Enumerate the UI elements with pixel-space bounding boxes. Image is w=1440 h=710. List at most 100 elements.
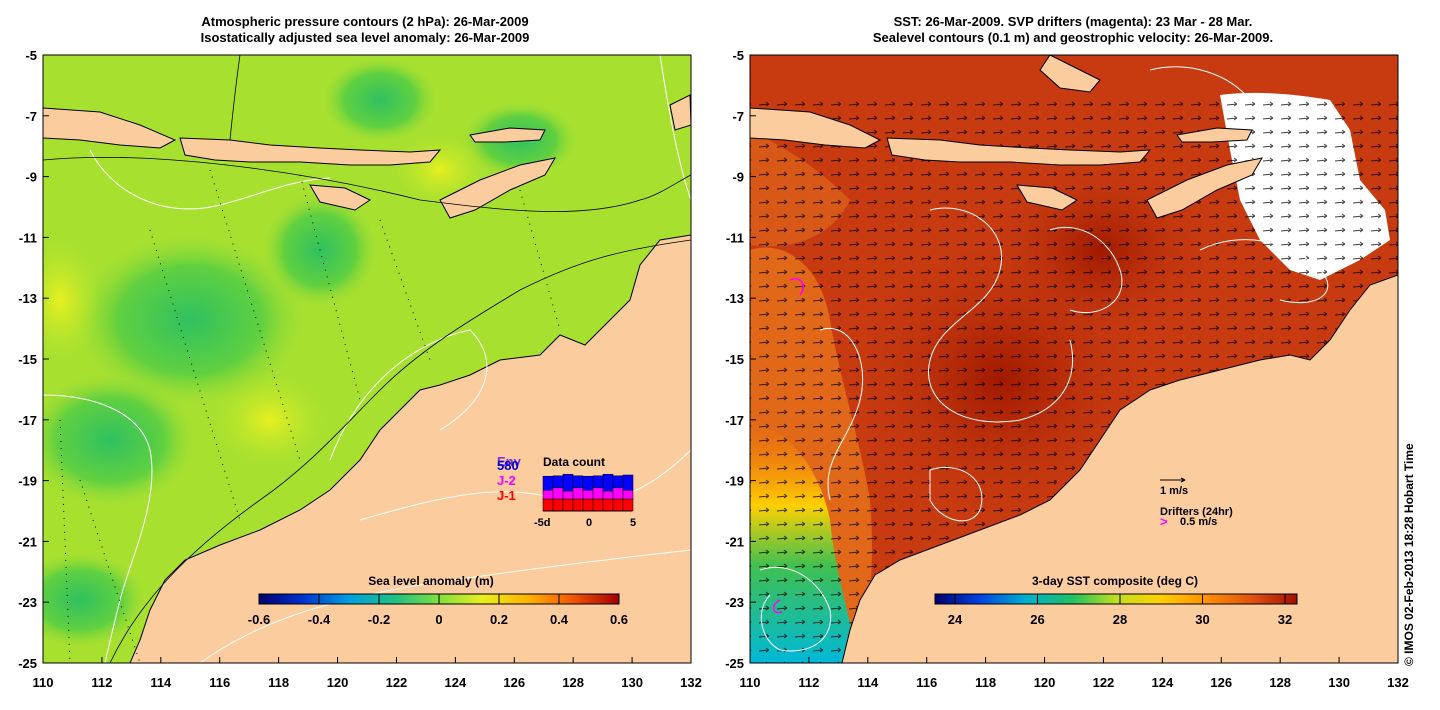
land-java-right — [750, 107, 882, 149]
sst-colorbar-ticks: 24 26 28 30 32 — [948, 594, 1292, 627]
sla-colorbar-ticks: -0.6 -0.4 -0.2 0 0.2 0.4 0.6 — [248, 594, 628, 627]
pressure-contour — [329, 329, 488, 461]
data-count-bar-j2 — [542, 489, 554, 500]
bathymetry-contour — [109, 239, 691, 663]
left-panel-title: Atmospheric pressure contours (2 hPa): 2… — [40, 14, 690, 46]
sst-colorbar-tick-label: 24 — [948, 612, 963, 627]
land-sulawesi-right — [1039, 55, 1101, 93]
left-x-tick-label: 124 — [445, 675, 467, 690]
data-count-bar-j1 — [552, 498, 564, 512]
drifter-track — [772, 599, 783, 614]
right-title-line1: SST: 26-Mar-2009. SVP drifters (magenta)… — [893, 14, 1253, 29]
left-x-tick-label: 116 — [209, 675, 230, 690]
drifter-symbol: > — [1160, 514, 1168, 529]
right-x-tick-label: 114 — [857, 675, 879, 690]
sealevel-contour — [929, 466, 983, 522]
left-y-tick-label: -17 — [18, 413, 37, 428]
sealevel-contour — [1199, 239, 1329, 304]
data-count-bar-j1 — [622, 498, 634, 512]
sla-colorbar: Sea level anomaly (m) -0.6 -0.4 -0.2 0 0.2 0.… — [248, 574, 628, 627]
left-x-tick-label: 128 — [562, 675, 584, 690]
data-count-tick-mid: 0 — [586, 517, 592, 529]
right-y-tick-label: -17 — [725, 413, 744, 428]
right-y-tick-label: -7 — [732, 109, 744, 124]
data-count-bar-env — [552, 475, 564, 489]
vector-legend: 1 m/s Drifters (24hr) > 0.5 m/s — [1160, 477, 1233, 529]
land-sumba — [309, 184, 372, 211]
left-y-tick-label: -7 — [25, 109, 37, 124]
sealevel-contour — [1149, 66, 1251, 101]
data-count-bar-j1 — [582, 498, 594, 512]
left-y-tick-label: -19 — [18, 474, 37, 489]
right-map — [750, 55, 1398, 663]
right-y-tick-label: -11 — [726, 230, 744, 245]
left-x-tick-label: 112 — [91, 675, 112, 690]
legend-env: Env — [497, 454, 522, 469]
sla-colorbar-tick-label: 0.2 — [490, 612, 508, 627]
data-count-bars — [542, 473, 634, 512]
left-title-line2: Isostatically adjusted sea level anomaly… — [200, 30, 530, 45]
sla-low-anomaly — [320, 55, 440, 145]
right-x-tick-label: 118 — [975, 675, 996, 690]
vector-scale-arrowhead — [1180, 477, 1186, 483]
left-x-tick-label: 120 — [327, 675, 349, 690]
data-count-tick-end: 5 — [630, 517, 636, 529]
left-y-tick-label: -21 — [18, 534, 37, 549]
sla-low-anomaly — [43, 370, 200, 510]
right-x-tick-label: 126 — [1210, 675, 1232, 690]
land-flores-right — [886, 137, 1152, 166]
sealevel-contour — [759, 566, 832, 652]
left-x-tick-label: 114 — [150, 675, 172, 690]
sealevel-contour — [1049, 226, 1123, 314]
legend-j1: J-1 — [497, 488, 516, 503]
data-count-bar-j1 — [592, 498, 604, 512]
right-title-line2: Sealevel contours (0.1 m) and geostrophi… — [872, 30, 1274, 45]
land-java — [43, 107, 177, 149]
data-count-bar-env — [612, 475, 624, 489]
data-count-bar-j2 — [612, 487, 624, 500]
left-map — [43, 55, 691, 663]
sla-colorbar-tick-label: 0.6 — [610, 612, 628, 627]
sla-high-anomaly — [43, 240, 100, 360]
sla-colorbar-tick-label: 0.4 — [550, 612, 569, 627]
right-y-tick-label: -13 — [725, 291, 744, 306]
data-count-bar-j2 — [622, 489, 634, 500]
left-x-tick-label: 118 — [268, 675, 289, 690]
drifter-speed-label: 0.5 m/s — [1180, 516, 1217, 528]
sst-colorbar-tick-label: 28 — [1113, 612, 1127, 627]
land-alor-right — [1176, 127, 1253, 143]
bathymetry-contour — [43, 157, 691, 212]
data-count-bar-j1 — [612, 498, 624, 512]
right-y-tick-label: -23 — [725, 595, 744, 610]
drifters-label: Drifters (24hr) — [1160, 506, 1233, 518]
right-y-tick-label: -21 — [725, 534, 744, 549]
legend-580: 580 — [497, 458, 519, 473]
sla-high-anomaly — [215, 375, 325, 465]
left-y-tick-label: -5 — [25, 48, 37, 63]
left-x-tick-label: 130 — [621, 675, 643, 690]
data-count-bar-env — [592, 475, 604, 489]
pressure-contour — [659, 55, 691, 201]
land-australia — [129, 234, 691, 663]
legend-j2: J-2 — [497, 473, 516, 488]
data-count-bar-env — [602, 473, 614, 492]
pressure-contour — [89, 149, 331, 210]
data-count-legend: Env 580 J-2 J-1 Data count -5d 0 5 — [497, 454, 636, 529]
data-count-bar-j2 — [562, 490, 574, 500]
left-y-tick-label: -15 — [18, 352, 37, 367]
data-count-bar-env — [542, 475, 554, 491]
right-x-tick-label: 130 — [1328, 675, 1350, 690]
left-y-tick-label: -13 — [18, 291, 37, 306]
data-count-title: Data count — [543, 455, 605, 469]
data-count-bar-j2 — [582, 489, 594, 500]
credit-text: © IMOS 02-Feb-2013 18:28 Hobart Time — [1402, 443, 1416, 666]
sla-colorbar-tick-label: -0.4 — [308, 612, 331, 627]
drifter-track — [789, 278, 804, 296]
land-timor — [439, 157, 556, 219]
data-count-bar-env — [562, 473, 574, 492]
right-x-tick-label: 128 — [1269, 675, 1291, 690]
right-x-tick-label: 116 — [916, 675, 937, 690]
sst-colorbar-tick-label: 30 — [1195, 612, 1209, 627]
data-count-bar-j1 — [562, 498, 574, 512]
